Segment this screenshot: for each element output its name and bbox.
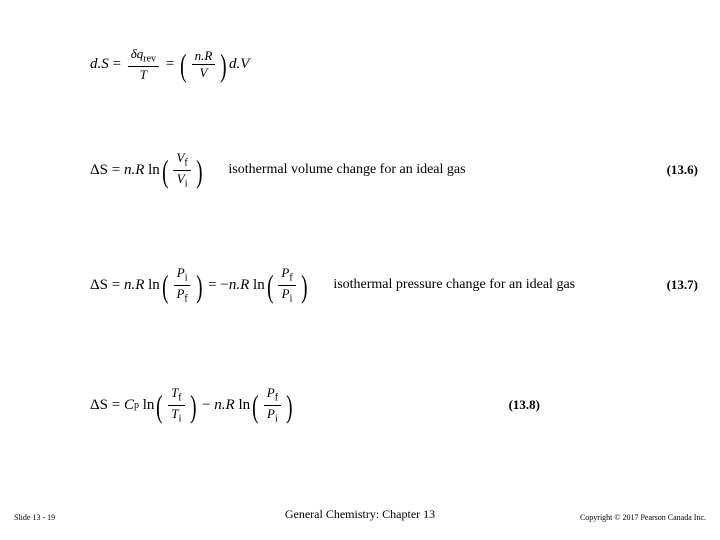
eq4-lhs: ΔS	[90, 397, 108, 414]
eq4-coef1: C	[124, 397, 134, 414]
eq1-tail: d.V	[229, 56, 249, 73]
eq3-neg: −	[220, 277, 228, 294]
eq4-func-b: ln	[238, 397, 250, 414]
footer-copyright: Copyright © 2017 Pearson Canada Inc.	[580, 513, 706, 522]
eq2-description: isothermal volume change for an ideal ga…	[228, 162, 465, 178]
eq4-number: (13.8)	[509, 397, 540, 413]
equation-3: ΔS = n.R ln ( Pi Pf ) = − n.R ln ( Pf Pi	[90, 265, 720, 305]
eq3-num2-sub: f	[289, 273, 292, 284]
eq4-den2-sub: i	[275, 413, 278, 424]
eq2-number: (13.6)	[667, 162, 698, 178]
eq2-num-sub: f	[184, 158, 187, 169]
equation-1: d.S = δqrev T = ( n.R V ) d.V	[90, 46, 249, 82]
eq3-coef-b: n.R	[229, 277, 249, 294]
eq1-mid-num: δq	[131, 46, 144, 61]
eq3-den2: P	[282, 286, 290, 301]
eq4-den2: P	[267, 406, 275, 421]
eq1-mid-num-sub: rev	[143, 54, 156, 65]
equation-4: ΔS = Cp ln ( Tf Ti ) − n.R ln ( Pf Pi )	[90, 385, 720, 425]
footer-slide-number: Slide 13 - 19	[14, 513, 55, 522]
eq4-den1-sub: i	[179, 413, 182, 424]
slide: d.S = δqrev T = ( n.R V ) d.V ΔS = n.R l…	[0, 0, 720, 540]
eq1-rhs-num: n.R	[192, 48, 216, 65]
eq4-num2-sub: f	[275, 393, 278, 404]
eq4-den1: T	[171, 406, 178, 421]
footer-title: General Chemistry: Chapter 13	[285, 507, 435, 522]
eq3-eq: =	[208, 277, 216, 294]
eq3-lhs: ΔS	[90, 277, 108, 294]
equation-3-math: ΔS = n.R ln ( Pi Pf ) = − n.R ln ( Pf Pi	[90, 265, 309, 305]
equation-2-math: ΔS = n.R ln ( Vf Vi )	[90, 150, 204, 190]
eq3-func-a: ln	[148, 277, 160, 294]
eq1-rhs-den: V	[197, 65, 211, 81]
equation-1-math: d.S = δqrev T = ( n.R V ) d.V	[90, 46, 249, 82]
equation-2: ΔS = n.R ln ( Vf Vi ) isothermal volume …	[90, 150, 720, 190]
eq2-den-sub: i	[185, 178, 188, 189]
eq4-num1-sub: f	[178, 393, 181, 404]
eq2-coef: n.R	[124, 162, 144, 179]
eq2-den: V	[177, 171, 185, 186]
eq3-num1-sub: i	[185, 273, 188, 284]
eq4-num2: P	[267, 385, 275, 400]
eq2-lhs: ΔS	[90, 162, 108, 179]
eq3-func-b: ln	[253, 277, 265, 294]
eq4-minus: −	[202, 397, 210, 414]
eq1-mid-den: T	[137, 67, 150, 83]
eq4-func-a: ln	[143, 397, 155, 414]
eq3-num1: P	[177, 265, 185, 280]
eq3-den1-sub: f	[184, 293, 187, 304]
eq3-coef-a: n.R	[124, 277, 144, 294]
equation-4-math: ΔS = Cp ln ( Tf Ti ) − n.R ln ( Pf Pi )	[90, 385, 295, 425]
eq4-coef2: n.R	[214, 397, 234, 414]
eq3-den2-sub: i	[290, 293, 293, 304]
eq1-lhs: d.S	[90, 56, 109, 73]
eq3-number: (13.7)	[667, 277, 698, 293]
eq3-description: isothermal pressure change for an ideal …	[333, 277, 575, 293]
eq2-func: ln	[148, 162, 160, 179]
